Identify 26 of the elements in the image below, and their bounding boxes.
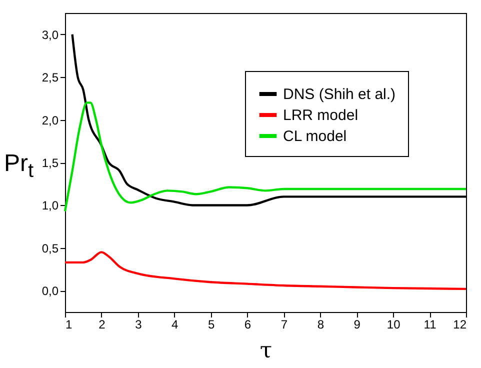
y-tick-label: 0,5: [42, 241, 59, 256]
legend-label: CL model: [283, 128, 347, 145]
legend-label: DNS (Shih et al.): [283, 86, 396, 103]
x-tick-label: 12: [453, 318, 467, 332]
x-tick-label: 2: [98, 318, 106, 332]
y-tick-label: 3,0: [42, 28, 59, 42]
x-tick-label: 6: [244, 318, 252, 332]
x-tick-label: 8: [317, 318, 324, 332]
x-tick-label: 1: [66, 318, 72, 332]
x-tick-label: 5: [208, 318, 215, 332]
x-tick-label: 4: [172, 318, 179, 332]
legend-label: LRR model: [283, 107, 358, 124]
x-tick-label: 10: [386, 318, 401, 332]
x-tick-label: 7: [280, 318, 288, 332]
y-tick-label: 0,0: [42, 284, 59, 298]
y-tick-label: 1,0: [42, 198, 59, 213]
line-series: [64, 251, 468, 290]
y-tick-label: 2,0: [42, 113, 59, 128]
y-tick-label: 2,5: [42, 70, 59, 85]
x-axis-title: τ: [260, 338, 272, 364]
x-tick-label: 11: [424, 318, 437, 332]
x-tick-label: 9: [354, 318, 361, 332]
y-tick-label: 1,5: [42, 156, 59, 170]
line-series: [64, 102, 468, 212]
x-tick-label: 3: [135, 318, 142, 332]
y-axis-title: Pr$_{t}$: [4, 150, 34, 183]
